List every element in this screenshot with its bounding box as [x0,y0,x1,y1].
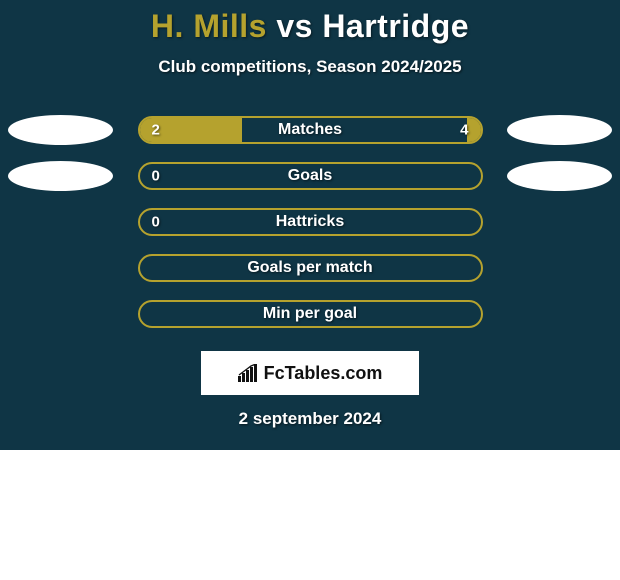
player2-badge [507,115,612,145]
stat-value-left: 2 [152,122,160,139]
player1-badge [8,115,113,145]
stat-label: Matches [278,121,342,139]
stat-label: Goals [288,167,332,185]
stat-value-right: 4 [460,122,468,139]
stat-fill-right [467,118,481,142]
player1-name: H. Mills [151,8,267,44]
stat-label: Hattricks [276,213,344,231]
stat-bar: Goals per match [138,254,483,282]
player2-badge [507,161,612,191]
stat-row: Goals per match [0,245,620,291]
brand-link[interactable]: FcTables.com [238,363,383,384]
brand-box[interactable]: FcTables.com [201,351,419,395]
vs-text: vs [276,8,313,44]
stats-card: H. Mills vs Hartridge Club competitions,… [0,0,620,450]
stat-bar: 0 Goals [138,162,483,190]
stat-row: 0 Goals [0,153,620,199]
stat-rows: 2 4 Matches 0 Goals 0 Hattricks Goals per match… [0,107,620,337]
player1-badge [8,161,113,191]
page-title: H. Mills vs Hartridge [0,8,620,45]
stat-label: Min per goal [263,305,357,323]
chart-bars-icon [238,364,260,382]
stat-bar: 0 Hattricks [138,208,483,236]
stat-value-left: 0 [152,214,160,231]
stat-row: Min per goal [0,291,620,337]
stat-bar: Min per goal [138,300,483,328]
date-text: 2 september 2024 [0,409,620,429]
player2-name: Hartridge [322,8,469,44]
stat-bar: 2 4 Matches [138,116,483,144]
stat-label: Goals per match [247,259,372,277]
brand-text: FcTables.com [264,363,383,384]
stat-row: 0 Hattricks [0,199,620,245]
stat-row: 2 4 Matches [0,107,620,153]
stat-value-left: 0 [152,168,160,185]
subtitle: Club competitions, Season 2024/2025 [0,57,620,77]
